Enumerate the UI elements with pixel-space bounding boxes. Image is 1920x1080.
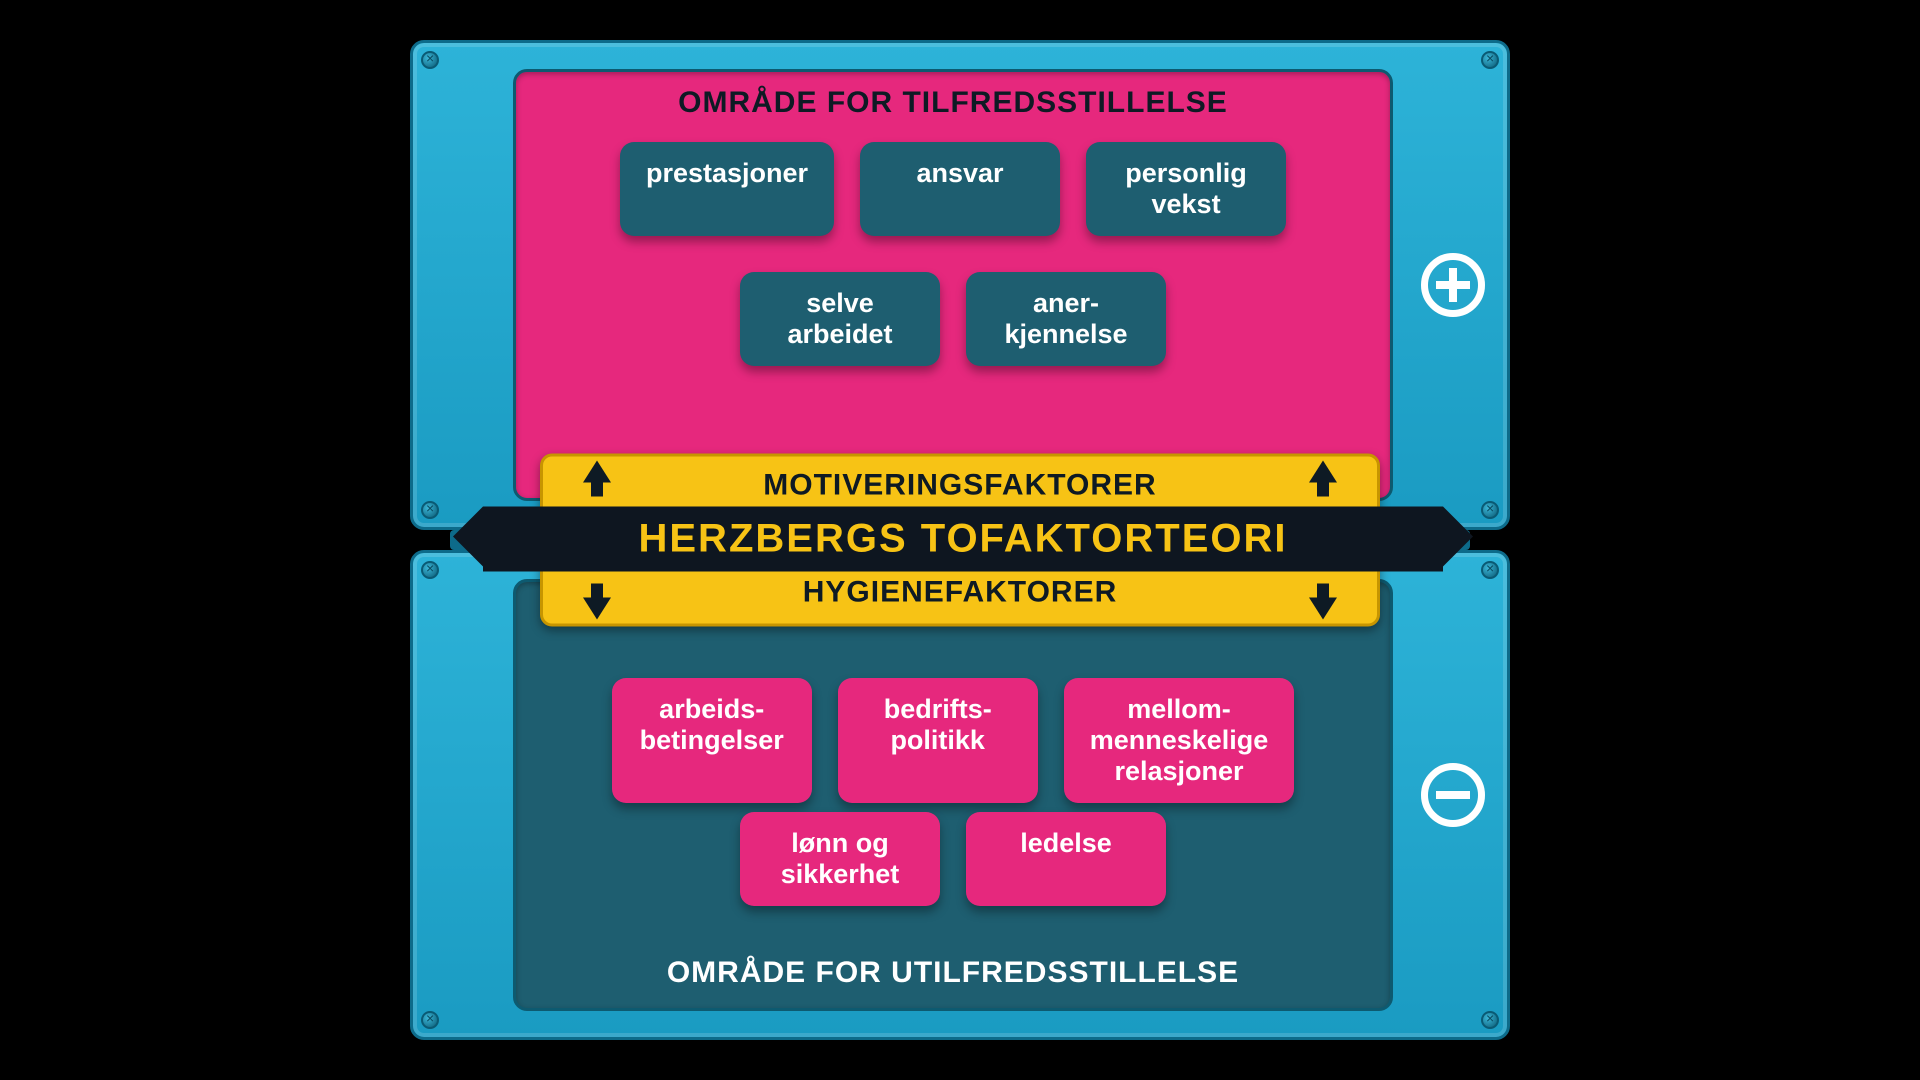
screw-icon xyxy=(421,1011,439,1029)
chip-anerkjennelse: aner-kjennelse xyxy=(966,272,1166,366)
arrow-up-icon xyxy=(1309,461,1337,483)
arrows-down xyxy=(543,584,1377,620)
chip-selve-arbeidet: selvearbeidet xyxy=(740,272,940,366)
screw-icon xyxy=(421,501,439,519)
chip-prestasjoner: prestasjoner xyxy=(620,142,834,236)
main-title: HERZBERGS TOFAKTORTEORI xyxy=(483,517,1443,562)
motivator-chips-row2: selvearbeidet aner-kjennelse xyxy=(516,272,1390,366)
screw-icon xyxy=(1481,501,1499,519)
arrow-up-icon xyxy=(583,461,611,483)
chip-relasjoner: mellom-menneskeligerelasjoner xyxy=(1064,678,1295,803)
arrow-down-icon xyxy=(1309,598,1337,620)
screw-icon xyxy=(421,561,439,579)
arrows-up xyxy=(543,461,1377,497)
hygiene-chips-row1: arbeids-betingelser bedrifts-politikk me… xyxy=(516,678,1390,803)
chip-personlig-vekst: personligvekst xyxy=(1086,142,1286,236)
dissatisfaction-area: arbeids-betingelser bedrifts-politikk me… xyxy=(513,579,1393,1011)
banner-black-strip: HERZBERGS TOFAKTORTEORI xyxy=(483,507,1443,572)
screw-icon xyxy=(1481,561,1499,579)
chip-arbeidsbetingelser: arbeids-betingelser xyxy=(612,678,812,803)
chip-bedriftspolitikk: bedrifts-politikk xyxy=(838,678,1038,803)
plus-icon xyxy=(1421,253,1485,317)
minus-icon xyxy=(1421,763,1485,827)
screw-icon xyxy=(421,51,439,69)
chip-ledelse: ledelse xyxy=(966,812,1166,906)
dissatisfaction-title: OMRÅDE FOR UTILFREDSSTILLELSE xyxy=(516,956,1390,990)
arrow-down-icon xyxy=(583,598,611,620)
screw-icon xyxy=(1481,51,1499,69)
screw-icon xyxy=(1481,1011,1499,1029)
banner-yellow-strip: MOTIVERINGSFAKTORER HERZBERGS TOFAKTORTE… xyxy=(540,454,1380,627)
satisfaction-title: OMRÅDE FOR TILFREDSSTILLELSE xyxy=(516,86,1390,120)
herzberg-diagram: SVÆRT TILFREDS OMRÅDE FOR TILFREDSSTILLE… xyxy=(410,40,1510,1040)
satisfaction-area: OMRÅDE FOR TILFREDSSTILLELSE prestasjone… xyxy=(513,69,1393,501)
motivator-chips-row1: prestasjoner ansvar personligvekst xyxy=(516,142,1390,236)
hygiene-chips-row2: lønn ogsikkerhet ledelse xyxy=(516,812,1390,906)
chip-lonn-sikkerhet: lønn ogsikkerhet xyxy=(740,812,940,906)
center-banner: MOTIVERINGSFAKTORER HERZBERGS TOFAKTORTE… xyxy=(540,454,1380,627)
chip-ansvar: ansvar xyxy=(860,142,1060,236)
